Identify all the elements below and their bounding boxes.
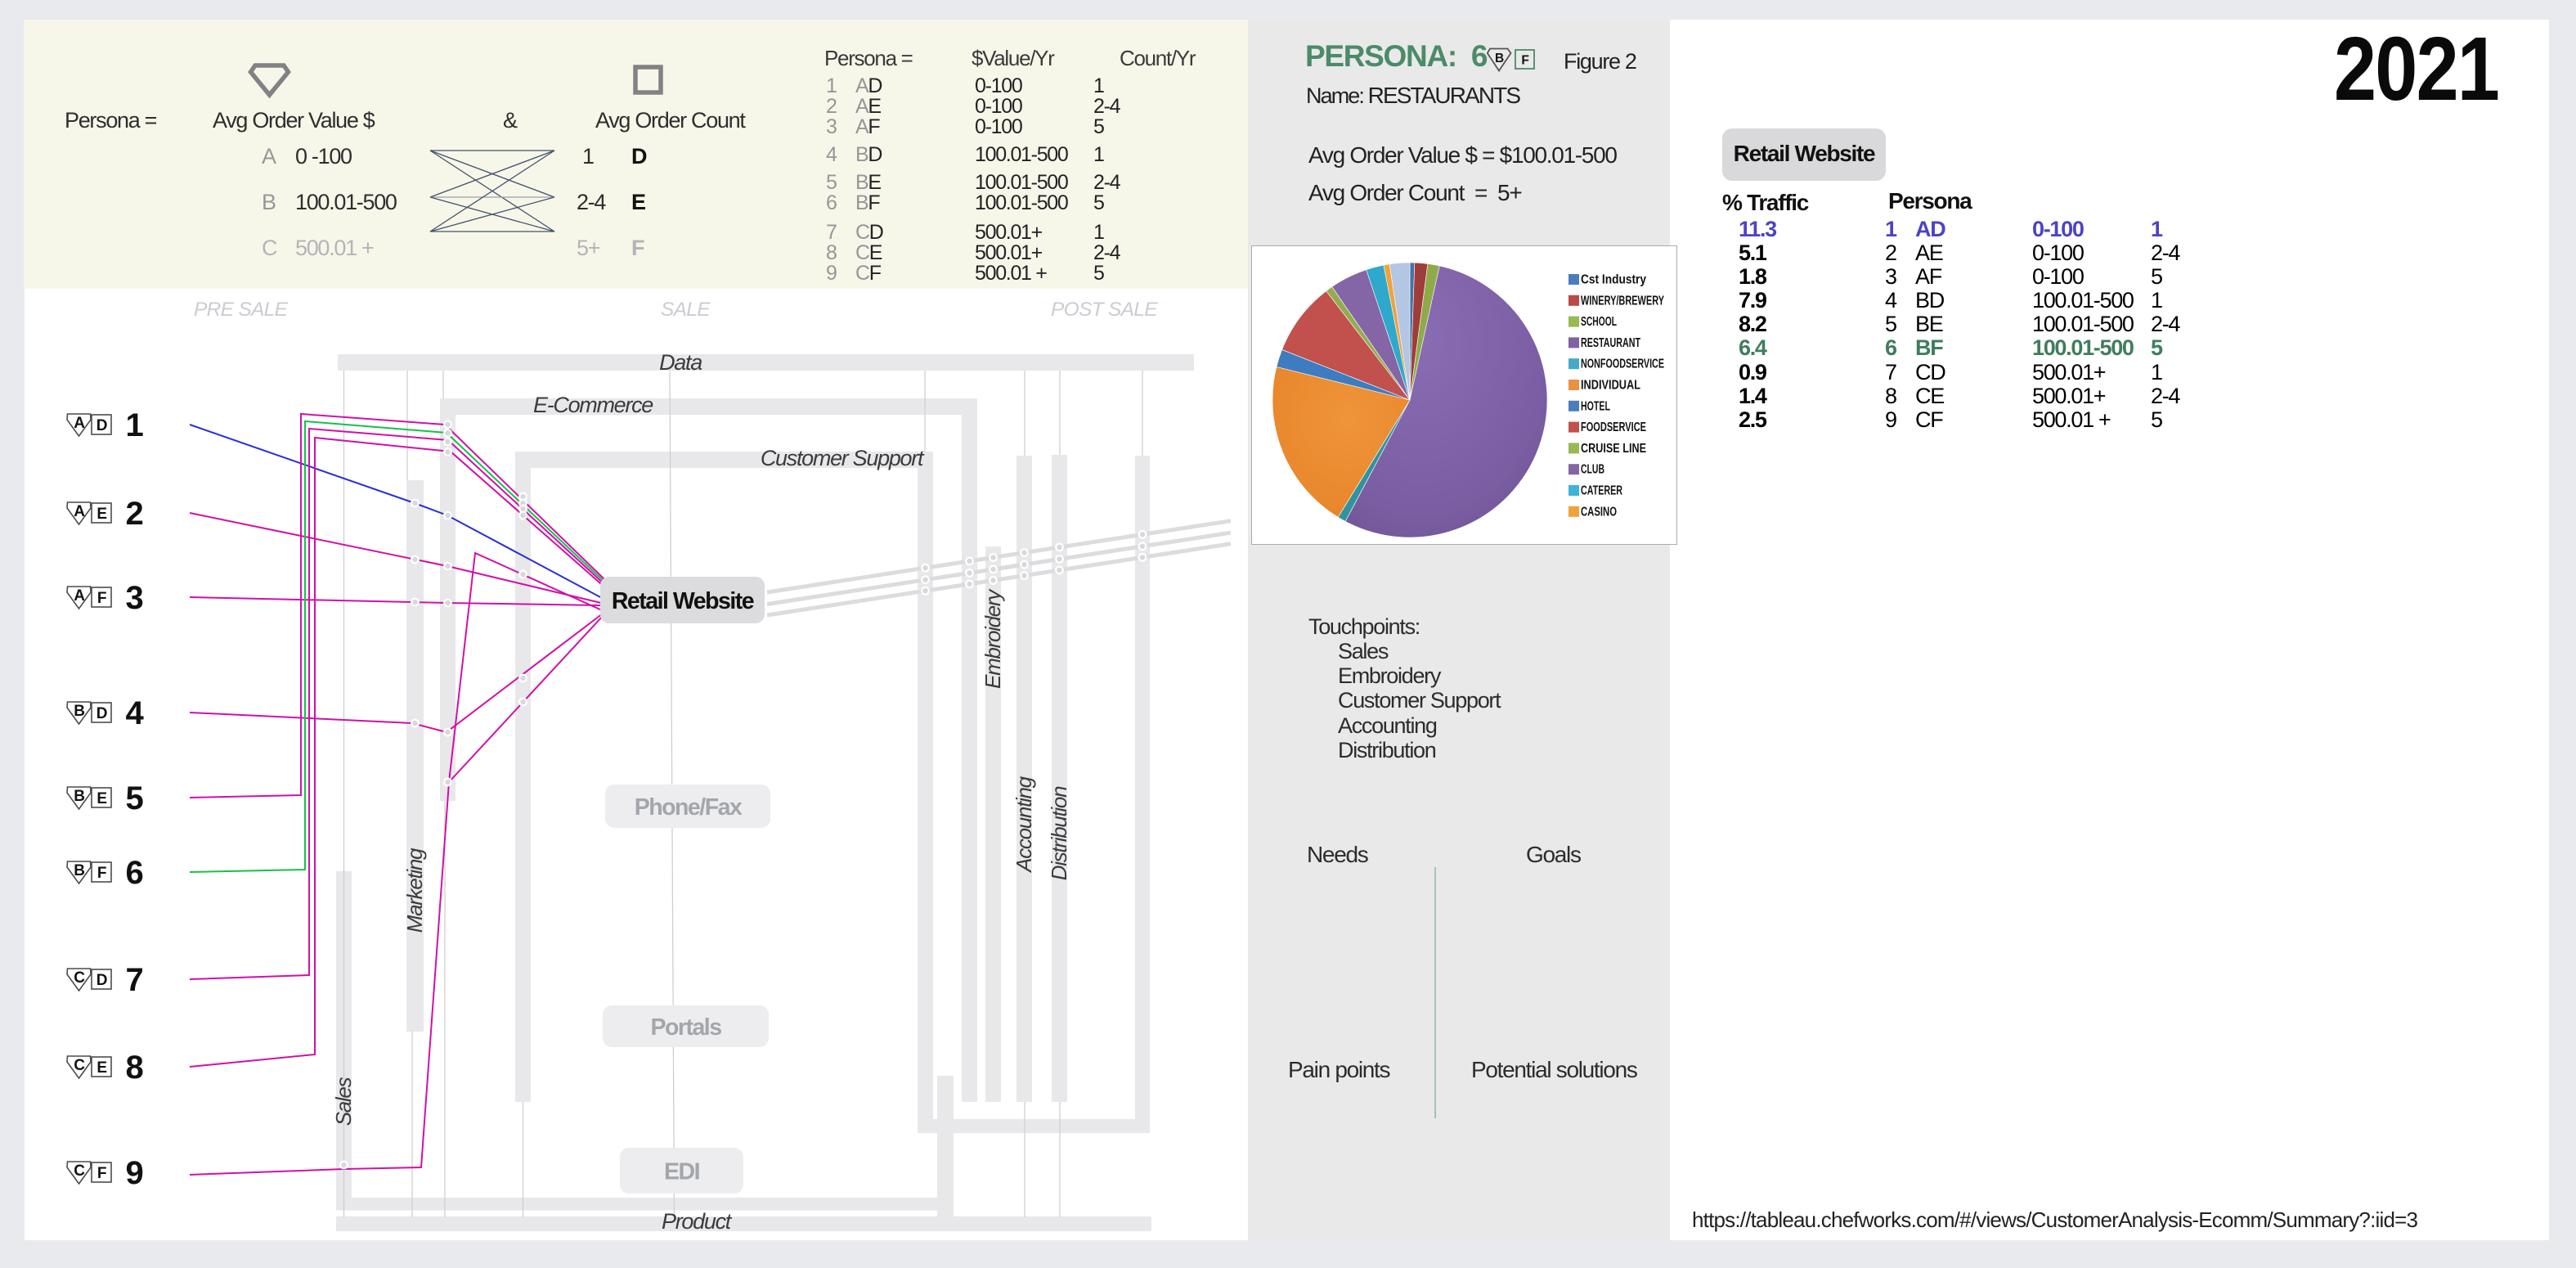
svg-text:D: D <box>96 972 107 989</box>
svg-text:F: F <box>97 590 106 607</box>
svg-text:FOODSERVICE: FOODSERVICE <box>1581 420 1646 434</box>
svg-text:E: E <box>96 506 106 523</box>
svg-text:NONFOODSERVICE: NONFOODSERVICE <box>1581 357 1664 371</box>
svg-text:CASINO: CASINO <box>1581 505 1617 519</box>
svg-text:INDIVIDUAL: INDIVIDUAL <box>1581 379 1640 393</box>
svg-text:C: C <box>74 969 85 987</box>
svg-text:Portals: Portals <box>650 1014 721 1041</box>
svg-text:B: B <box>74 703 84 720</box>
svg-text:EDI: EDI <box>664 1158 700 1185</box>
svg-text:A: A <box>74 415 85 432</box>
svg-text:F: F <box>97 865 106 882</box>
svg-text:2: 2 <box>126 496 143 532</box>
svg-text:9: 9 <box>126 1155 143 1191</box>
svg-text:SCHOOL: SCHOOL <box>1581 315 1617 329</box>
svg-text:Sales: Sales <box>331 1077 356 1126</box>
svg-text:5: 5 <box>126 780 144 816</box>
svg-text:1: 1 <box>126 407 144 443</box>
svg-text:3: 3 <box>126 580 143 616</box>
svg-text:F: F <box>97 1165 106 1182</box>
svg-text:F: F <box>1521 54 1528 68</box>
svg-text:Phone/Fax: Phone/Fax <box>635 794 743 821</box>
svg-text:D: D <box>96 417 107 434</box>
svg-text:CATERER: CATERER <box>1581 484 1622 498</box>
svg-text:HOTEL: HOTEL <box>1581 399 1610 413</box>
svg-text:WINERY/BREWERY: WINERY/BREWERY <box>1581 294 1664 308</box>
svg-text:A: A <box>74 503 85 520</box>
svg-text:Distribution: Distribution <box>1047 786 1071 880</box>
svg-text:4: 4 <box>126 695 145 731</box>
svg-text:8: 8 <box>126 1050 144 1086</box>
svg-text:CLUB: CLUB <box>1581 463 1604 477</box>
svg-text:POST SALE: POST SALE <box>1051 299 1158 321</box>
svg-text:E: E <box>96 1059 106 1077</box>
svg-text:Embroidery: Embroidery <box>981 588 1005 689</box>
svg-text:Product: Product <box>662 1209 733 1234</box>
svg-text:C: C <box>74 1057 85 1074</box>
svg-text:RESTAURANT: RESTAURANT <box>1581 336 1640 350</box>
svg-text:7: 7 <box>126 962 143 998</box>
svg-text:Cst Industry: Cst Industry <box>1581 273 1646 287</box>
svg-text:A: A <box>74 587 85 605</box>
svg-text:Customer Support: Customer Support <box>761 446 925 470</box>
svg-text:B: B <box>74 788 84 805</box>
svg-text:SALE: SALE <box>661 299 711 321</box>
svg-text:E-Commerce: E-Commerce <box>533 393 653 417</box>
svg-text:E: E <box>96 790 106 807</box>
svg-text:Data: Data <box>659 350 702 375</box>
svg-text:B: B <box>74 862 84 879</box>
svg-text:D: D <box>96 705 107 722</box>
svg-text:Accounting: Accounting <box>1012 776 1036 873</box>
svg-text:6: 6 <box>126 855 143 891</box>
svg-text:PRE SALE: PRE SALE <box>194 299 289 321</box>
svg-text:C: C <box>74 1162 85 1180</box>
svg-text:Retail Website: Retail Website <box>612 588 754 614</box>
svg-text:B: B <box>1495 52 1504 65</box>
svg-text:Marketing: Marketing <box>402 848 427 933</box>
svg-text:CRUISE LINE: CRUISE LINE <box>1581 442 1646 456</box>
